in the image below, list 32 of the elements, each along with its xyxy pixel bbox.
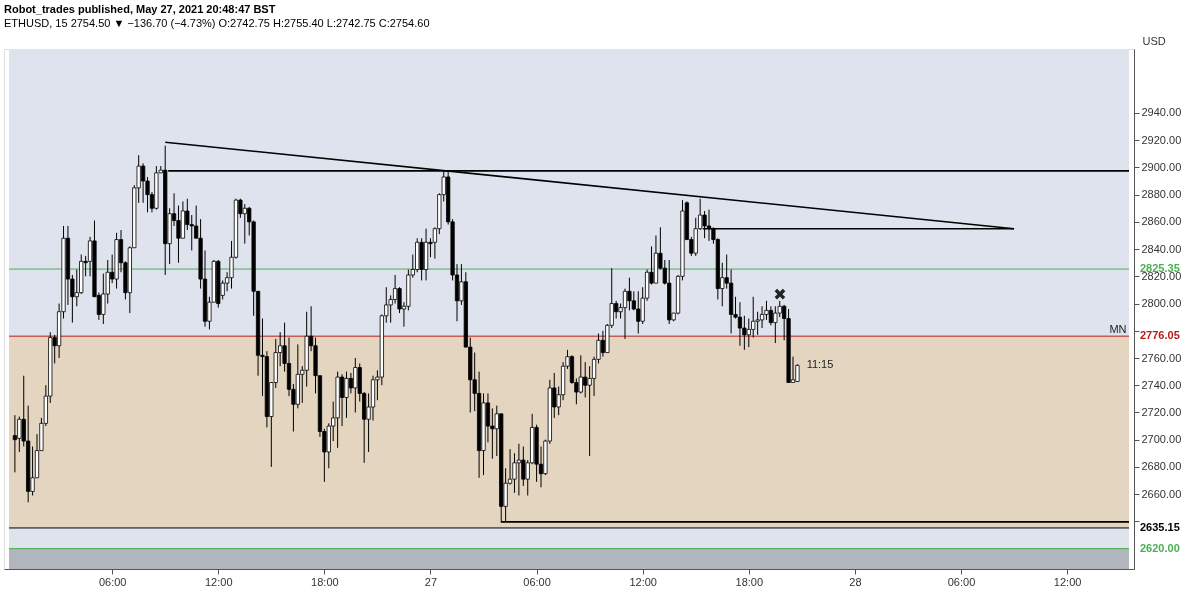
x-tick-label: 18:00 xyxy=(311,575,339,588)
x-tick-label: 12:00 xyxy=(1053,575,1082,588)
y-tick-label: 2680.00 xyxy=(1141,460,1182,473)
x-tick-label: 06:00 xyxy=(523,575,551,588)
annotation: MN xyxy=(1109,323,1127,335)
chart-title: Robot_trades published, May 27, 2021 20:48:47 BST xyxy=(4,3,276,15)
y-tick-label: 2860.00 xyxy=(1141,215,1182,228)
chart-subtitle: ETHUSD, 15 2754.50 ▼ −136.70 (−4.73%) O:2742.75 H:2755.40 L:2742.75 C:2754.60 xyxy=(4,17,430,29)
y-tick-label: 2720.00 xyxy=(1141,405,1182,418)
y-tick-label: 2660.00 xyxy=(1141,487,1182,500)
y-tick-label: 2700.00 xyxy=(1141,433,1182,446)
y-tick-label: 2920.00 xyxy=(1141,133,1182,146)
annotation: 11:15 xyxy=(806,358,834,370)
ref-line-label: 2620.00 xyxy=(1140,541,1180,554)
x-tick-label: 06:00 xyxy=(947,575,976,588)
x-tick-label: 12:00 xyxy=(205,575,233,588)
y-tick-label: 2900.00 xyxy=(1141,160,1182,173)
y-tick-label: 2940.00 xyxy=(1141,106,1182,119)
annotation: ✖ xyxy=(773,285,787,304)
y-tick-label: 2740.00 xyxy=(1141,378,1182,391)
x-tick-label: 27 xyxy=(424,575,438,588)
x-tick-label: 12:00 xyxy=(629,575,657,588)
y-tick-label: 2840.00 xyxy=(1141,242,1182,255)
ref-line-label: 2635.15 xyxy=(1140,520,1180,533)
x-tick-label: 18:00 xyxy=(735,575,764,588)
x-tick-label: 06:00 xyxy=(98,575,127,588)
y-tick-label: 2800.00 xyxy=(1141,297,1182,310)
y-tick-label: 2760.00 xyxy=(1141,351,1182,364)
y-axis-title: USD xyxy=(1142,34,1166,47)
ref-line-label: 2776.05 xyxy=(1140,329,1180,342)
x-tick-label: 28 xyxy=(849,575,862,588)
y-tick-label: 2880.00 xyxy=(1141,188,1182,201)
